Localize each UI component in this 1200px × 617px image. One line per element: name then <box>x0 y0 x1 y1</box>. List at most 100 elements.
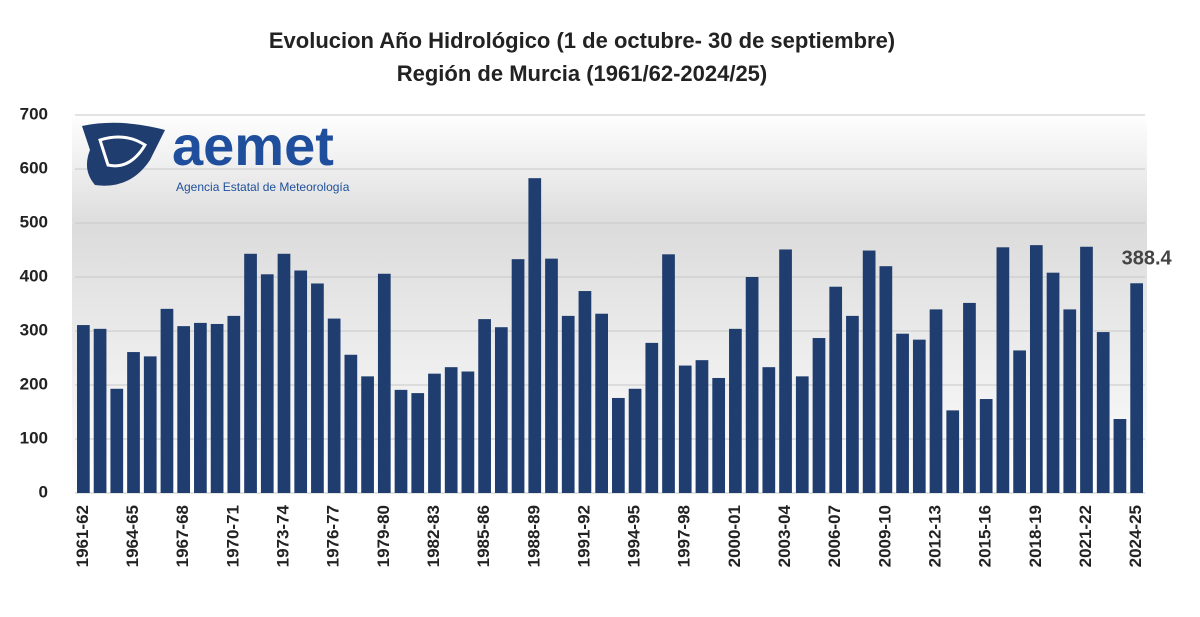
x-tick-label: 2000-01 <box>725 505 744 567</box>
bar <box>428 373 441 493</box>
bar <box>1063 309 1077 493</box>
logo-subtitle: Agencia Estatal de Meteorología <box>176 180 350 194</box>
bar <box>779 249 792 493</box>
bar <box>996 247 1010 493</box>
chart-title: Evolucion Año Hidrológico (1 de octubre-… <box>269 28 895 53</box>
bar <box>377 273 391 493</box>
y-tick-label: 600 <box>20 158 48 177</box>
x-tick-label: 2024-25 <box>1126 505 1145 567</box>
bar <box>93 328 107 493</box>
bar <box>896 333 909 493</box>
y-tick-label: 100 <box>20 428 48 447</box>
bar <box>277 253 291 493</box>
bar <box>444 367 458 493</box>
x-tick-label: 1961-62 <box>73 505 92 567</box>
y-tick-label: 500 <box>20 212 48 231</box>
x-tick-label: 1970-71 <box>223 505 242 567</box>
x-tick-label: 2021-22 <box>1076 505 1095 567</box>
x-tick-label: 2012-13 <box>926 505 945 567</box>
chart-subtitle: Región de Murcia (1961/62-2024/25) <box>397 61 768 86</box>
bar <box>143 356 157 493</box>
bar <box>929 309 943 493</box>
x-tick-label: 1964-65 <box>123 505 142 567</box>
bar <box>177 326 191 493</box>
x-tick-label: 1973-74 <box>273 504 292 567</box>
bar <box>260 274 274 493</box>
bar <box>327 318 341 493</box>
x-tick-label: 1991-92 <box>574 505 593 567</box>
bar <box>695 360 709 493</box>
data-label: 388.4 <box>1122 248 1173 270</box>
bar <box>795 376 809 493</box>
x-tick-label: 1997-98 <box>675 505 694 567</box>
bar <box>77 325 90 493</box>
bar <box>979 399 993 493</box>
bar <box>294 270 308 493</box>
bar <box>862 250 876 493</box>
bar <box>127 352 140 493</box>
logo: aemet Agencia Estatal de Meteorología <box>82 114 350 194</box>
bar <box>411 393 425 493</box>
bar <box>1096 332 1110 493</box>
bar <box>578 291 592 493</box>
bar <box>494 327 508 493</box>
bar <box>1113 419 1127 493</box>
x-tick-label: 1988-89 <box>524 505 543 567</box>
x-tick-label: 2018-19 <box>1026 505 1045 567</box>
bar <box>461 371 475 493</box>
bar <box>478 319 491 493</box>
bar <box>1080 246 1093 493</box>
bar <box>729 328 742 493</box>
bar <box>1130 283 1143 493</box>
bar <box>561 315 575 493</box>
bar <box>545 258 558 493</box>
bar <box>678 365 692 493</box>
bar <box>511 259 525 493</box>
bar <box>160 308 174 493</box>
bar <box>1046 272 1060 493</box>
bar <box>712 377 726 493</box>
x-tick-label: 2015-16 <box>976 505 995 567</box>
bar <box>194 322 207 493</box>
bar <box>612 397 625 493</box>
bar <box>210 323 224 493</box>
bar <box>227 315 241 493</box>
bar <box>829 286 843 493</box>
y-tick-label: 400 <box>20 266 48 285</box>
bar <box>628 388 642 493</box>
x-tick-label: 2003-04 <box>775 504 794 567</box>
x-tick-label: 1979-80 <box>374 505 393 567</box>
x-tick-label: 1985-86 <box>474 505 493 567</box>
bar <box>244 253 257 493</box>
bar <box>1013 350 1026 493</box>
bar <box>394 389 408 493</box>
bar <box>963 302 976 493</box>
bar <box>110 388 124 493</box>
bar <box>344 354 358 493</box>
bar <box>745 277 759 493</box>
x-tick-label: 1982-83 <box>424 505 443 567</box>
logo-icon-detail <box>98 135 148 168</box>
x-tick-label: 1976-77 <box>324 505 343 567</box>
bar <box>595 313 608 493</box>
bar <box>846 315 859 493</box>
y-tick-label: 700 <box>20 104 48 123</box>
bar <box>311 283 324 493</box>
x-tick-label: 2006-07 <box>825 505 844 567</box>
bar <box>879 266 893 493</box>
bar <box>812 338 826 493</box>
y-tick-label: 300 <box>20 320 48 339</box>
bar <box>528 178 542 493</box>
x-tick-label: 2009-10 <box>875 505 894 567</box>
bar <box>662 254 675 493</box>
bar <box>946 410 960 493</box>
logo-text: aemet <box>172 114 334 177</box>
x-tick-label: 1967-68 <box>173 505 192 567</box>
bar <box>645 342 659 493</box>
y-tick-label: 200 <box>20 374 48 393</box>
bar <box>361 376 374 493</box>
y-tick-label: 0 <box>39 482 48 501</box>
bar <box>1029 245 1043 493</box>
